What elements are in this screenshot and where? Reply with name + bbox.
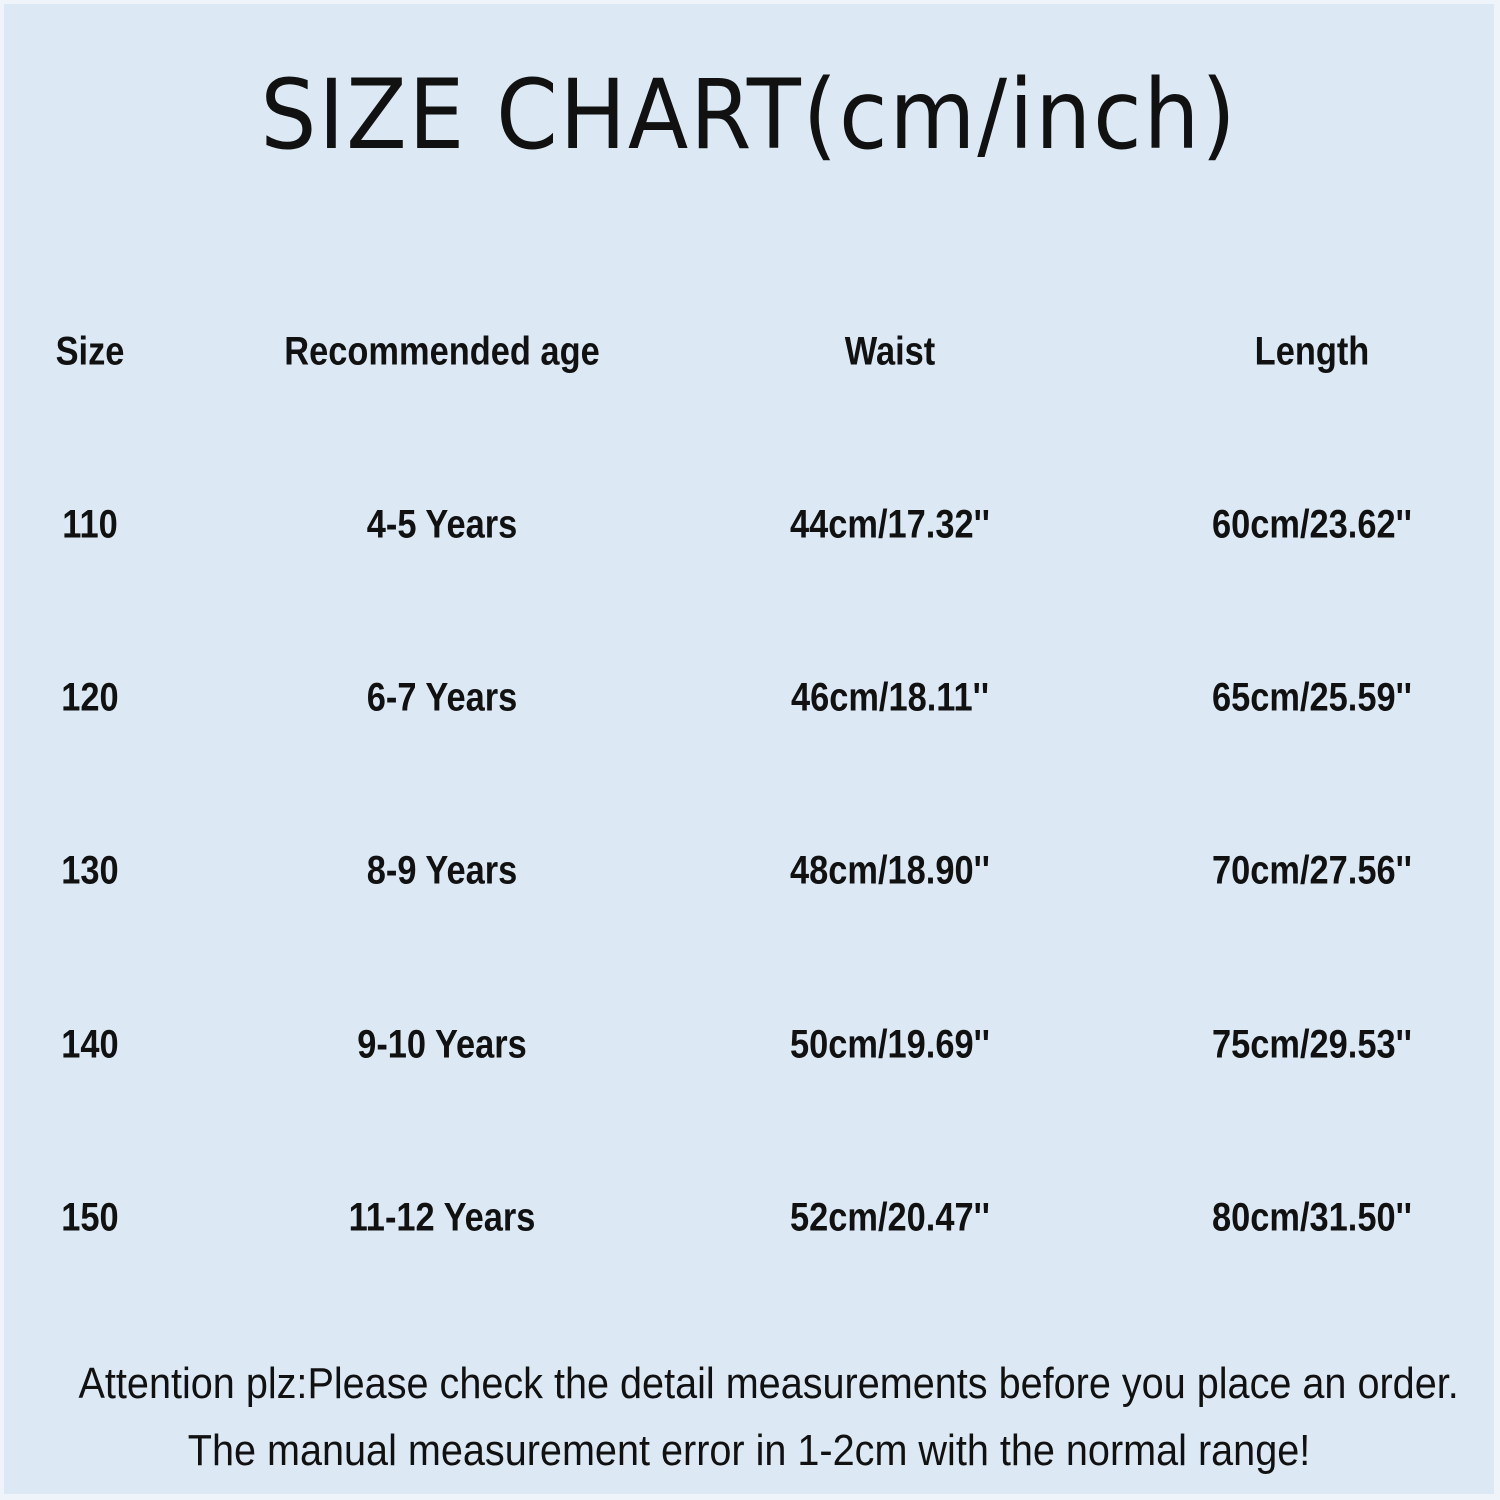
header-size: Size [55, 329, 125, 374]
header-length: Length [1254, 329, 1370, 374]
cell-size: 110 [62, 502, 118, 547]
cell-recommended-age: 4-5 Years [366, 502, 518, 547]
attention-note: Attention plz:Please check the detail me… [78, 1359, 1459, 1408]
cell-recommended-age: 6-7 Years [366, 675, 518, 720]
cell-length: 80cm/31.50'' [1212, 1195, 1412, 1240]
cell-waist: 46cm/18.11'' [790, 675, 990, 720]
cell-size: 120 [61, 675, 119, 720]
cell-length: 75cm/29.53'' [1212, 1022, 1412, 1067]
cell-length: 70cm/27.56'' [1212, 848, 1412, 893]
header-recommended-age: Recommended age [284, 329, 600, 374]
cell-size: 140 [61, 1022, 119, 1067]
cell-waist: 48cm/18.90'' [790, 848, 990, 893]
cell-waist: 50cm/19.69'' [790, 1022, 990, 1067]
cell-recommended-age: 11-12 Years [348, 1195, 536, 1240]
cell-waist: 52cm/20.47'' [790, 1195, 990, 1240]
cell-length: 65cm/25.59'' [1212, 675, 1412, 720]
cell-recommended-age: 8-9 Years [366, 848, 518, 893]
cell-recommended-age: 9-10 Years [357, 1022, 527, 1067]
header-waist: Waist [844, 329, 936, 374]
cell-size: 150 [61, 1195, 119, 1240]
measurement-error-note: The manual measurement error in 1-2cm wi… [187, 1426, 1311, 1475]
cell-length: 60cm/23.62'' [1212, 502, 1412, 547]
chart-title: SIZE CHART(cm/inch) [260, 59, 1238, 171]
cell-waist: 44cm/17.32'' [790, 502, 990, 547]
cell-size: 130 [61, 848, 119, 893]
size-chart: SIZE CHART(cm/inch) Size Recommended age W… [4, 4, 1494, 1494]
